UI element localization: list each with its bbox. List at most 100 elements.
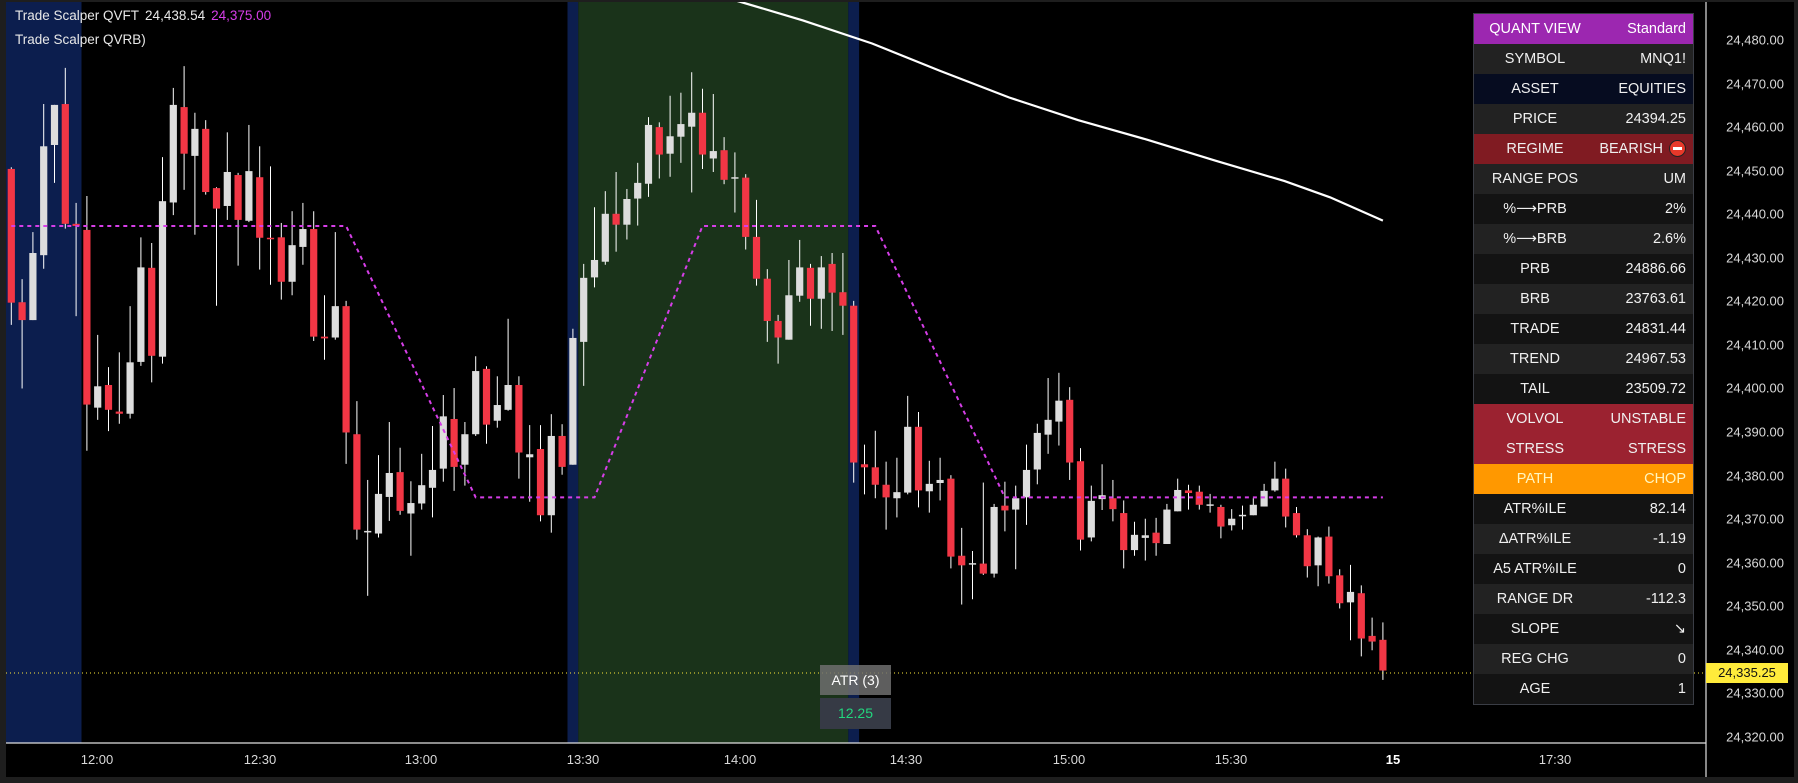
candle[interactable] [1120, 500, 1128, 569]
candle[interactable] [50, 104, 59, 183]
candle[interactable] [1292, 506, 1301, 538]
candle[interactable] [1314, 536, 1322, 587]
candle[interactable] [1303, 529, 1311, 578]
candle[interactable] [1346, 564, 1355, 641]
candle[interactable] [72, 202, 80, 317]
candle[interactable] [936, 457, 944, 501]
candle[interactable] [547, 414, 555, 533]
candle[interactable] [850, 300, 858, 483]
candle[interactable] [569, 328, 577, 465]
candle[interactable] [580, 263, 588, 386]
candle[interactable] [634, 162, 642, 226]
candle[interactable] [612, 171, 620, 252]
candle[interactable] [925, 460, 933, 513]
candle[interactable] [482, 366, 491, 444]
candle[interactable] [720, 137, 728, 185]
candle[interactable] [1109, 479, 1117, 522]
candle[interactable] [590, 207, 599, 288]
candle[interactable] [1271, 461, 1279, 492]
candle[interactable] [990, 503, 998, 578]
candle[interactable] [655, 122, 663, 179]
candle[interactable] [871, 430, 879, 499]
candle[interactable] [979, 482, 987, 575]
candle[interactable] [1368, 617, 1376, 651]
candle[interactable] [828, 253, 836, 331]
candle[interactable] [796, 239, 804, 302]
candle[interactable] [212, 187, 221, 306]
candle[interactable] [40, 104, 48, 269]
candle[interactable] [1260, 483, 1268, 507]
candle[interactable] [472, 356, 480, 436]
candle[interactable] [742, 174, 750, 250]
candle[interactable] [644, 117, 653, 197]
candle[interactable] [526, 425, 534, 502]
candle[interactable] [601, 191, 609, 265]
candle[interactable] [1066, 387, 1074, 480]
candle[interactable] [904, 395, 912, 495]
candle[interactable] [18, 279, 26, 389]
candle[interactable] [860, 444, 869, 495]
candle[interactable] [558, 424, 566, 475]
candle[interactable] [245, 124, 253, 223]
candle[interactable] [752, 199, 761, 286]
candle[interactable] [731, 152, 739, 213]
candle[interactable] [968, 550, 977, 600]
candle[interactable] [61, 67, 69, 229]
candle[interactable] [947, 475, 955, 569]
candle[interactable] [277, 222, 285, 300]
candle[interactable] [148, 242, 156, 383]
candle[interactable] [396, 447, 404, 515]
candle[interactable] [839, 253, 847, 335]
candle[interactable] [158, 157, 167, 364]
candle[interactable] [1249, 498, 1257, 516]
candle[interactable] [353, 401, 361, 540]
candle[interactable] [688, 72, 696, 193]
candle[interactable] [94, 334, 102, 420]
candle[interactable] [493, 376, 501, 428]
candle[interactable] [1033, 423, 1041, 485]
candle[interactable] [1217, 504, 1225, 539]
candle[interactable] [677, 92, 685, 163]
candle[interactable] [1184, 484, 1193, 510]
candle[interactable] [1325, 526, 1333, 584]
candle[interactable] [1238, 505, 1247, 530]
candle[interactable] [1012, 485, 1020, 570]
candle[interactable] [504, 318, 512, 411]
candle[interactable] [418, 453, 426, 510]
legend-qvrb[interactable]: Trade Scalper QVRB) [15, 32, 146, 47]
candle[interactable] [515, 376, 523, 479]
candle[interactable] [83, 195, 91, 451]
candle[interactable] [191, 112, 199, 235]
candle[interactable] [342, 300, 350, 464]
candle[interactable] [1044, 378, 1052, 454]
candle[interactable] [1228, 509, 1236, 531]
candle[interactable] [623, 188, 631, 240]
candle[interactable] [1357, 585, 1365, 657]
candle[interactable] [1163, 503, 1171, 544]
candle[interactable] [169, 87, 177, 216]
candle[interactable] [374, 455, 383, 538]
candle[interactable] [1206, 493, 1214, 513]
candle[interactable] [137, 237, 145, 366]
candle[interactable] [1098, 464, 1106, 511]
candle[interactable] [450, 388, 458, 491]
candle[interactable] [893, 457, 901, 518]
candle[interactable] [1130, 521, 1139, 556]
candle[interactable] [1076, 448, 1085, 551]
candle[interactable] [288, 211, 296, 296]
candle[interactable] [256, 146, 264, 270]
candle[interactable] [763, 269, 771, 342]
candle[interactable] [698, 88, 707, 169]
candle[interactable] [882, 461, 890, 530]
candle[interactable] [709, 94, 717, 172]
candle[interactable] [29, 232, 37, 321]
candle[interactable] [180, 66, 188, 190]
candle[interactable] [1174, 478, 1182, 512]
candle[interactable] [817, 256, 825, 329]
candle[interactable] [7, 167, 15, 325]
candle[interactable] [774, 314, 782, 364]
legend-qvft[interactable]: Trade Scalper QVFT 24,438.54 24,375.00 [15, 8, 271, 23]
candle[interactable] [439, 395, 447, 482]
candle[interactable] [1152, 517, 1160, 556]
